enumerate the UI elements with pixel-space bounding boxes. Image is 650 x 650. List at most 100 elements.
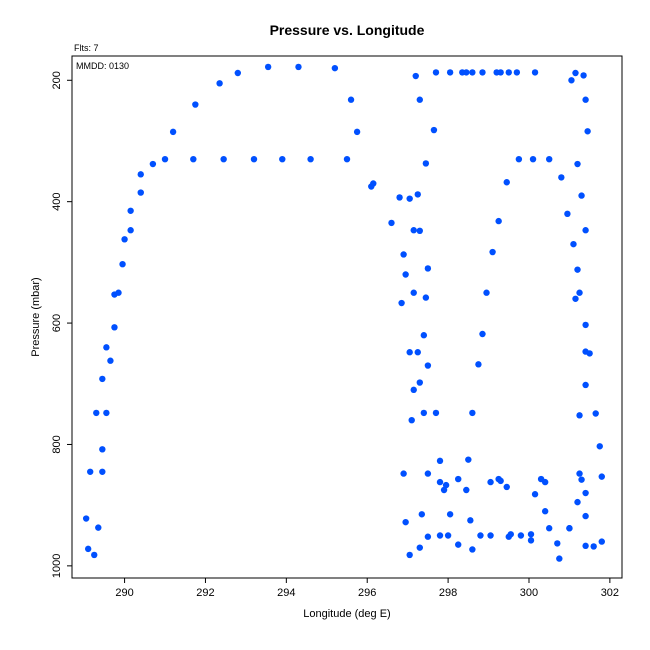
data-point: [507, 531, 514, 538]
data-point: [527, 537, 535, 544]
data-point: [576, 289, 583, 296]
data-point: [410, 289, 417, 296]
data-point: [420, 332, 428, 339]
data-point: [115, 289, 122, 296]
data-point: [469, 409, 476, 417]
data-point: [420, 409, 428, 417]
data-point: [576, 470, 583, 477]
data-point: [400, 470, 407, 477]
data-point: [556, 555, 563, 562]
x-tick-label: 290: [115, 587, 133, 599]
data-point: [91, 551, 98, 559]
y-tick-label: 800: [51, 435, 63, 453]
data-point: [416, 96, 423, 103]
data-point: [84, 545, 92, 553]
data-point: [582, 321, 589, 329]
data-point: [416, 227, 423, 235]
data-point: [495, 217, 502, 225]
y-tick-label: 200: [51, 71, 63, 89]
data-point: [582, 542, 589, 550]
data-point: [331, 64, 339, 72]
data-point: [127, 227, 134, 234]
data-point: [469, 69, 476, 76]
data-point: [169, 128, 177, 136]
data-point: [307, 155, 314, 163]
data-point: [137, 189, 144, 196]
data-point: [479, 330, 486, 338]
data-point: [250, 155, 258, 163]
data-points: [82, 63, 605, 562]
data-point: [220, 155, 227, 163]
data-point: [353, 128, 361, 136]
data-point: [111, 324, 118, 331]
data-point: [467, 517, 474, 524]
x-tick-label: 296: [358, 587, 376, 599]
data-point: [586, 350, 593, 357]
data-point: [436, 532, 444, 539]
data-point: [99, 468, 106, 475]
data-point: [574, 498, 581, 506]
data-point: [517, 532, 525, 539]
data-point: [430, 126, 438, 134]
data-point: [479, 69, 486, 76]
data-point: [412, 72, 419, 80]
data-point: [82, 515, 90, 522]
data-point: [455, 541, 462, 548]
data-point: [119, 260, 126, 268]
data-point: [127, 207, 134, 214]
data-point: [578, 476, 585, 483]
data-point: [582, 512, 589, 520]
data-point: [554, 540, 561, 547]
data-point: [216, 80, 223, 87]
y-axis: 200 400 600 800 1000: [51, 71, 72, 578]
data-point: [93, 409, 100, 417]
x-tick-label: 300: [520, 587, 538, 599]
x-tick-label: 294: [277, 587, 295, 599]
data-point: [410, 227, 417, 234]
data-point: [566, 525, 573, 532]
data-point: [503, 483, 510, 491]
data-point: [424, 362, 432, 369]
data-point: [402, 271, 409, 278]
data-point: [455, 475, 462, 483]
data-point: [487, 532, 494, 539]
data-point: [406, 551, 413, 559]
data-point: [497, 69, 504, 76]
data-point: [414, 191, 421, 198]
x-tick-label: 292: [196, 587, 214, 599]
data-point: [487, 478, 494, 486]
data-point: [416, 544, 423, 551]
y-tick-label: 400: [51, 192, 63, 210]
data-point: [103, 344, 110, 351]
data-point: [576, 412, 583, 419]
data-point: [410, 386, 417, 394]
data-point: [465, 456, 472, 463]
data-point: [264, 63, 272, 71]
data-point: [527, 531, 535, 538]
data-point: [414, 349, 421, 356]
data-point: [388, 219, 395, 227]
data-point: [541, 508, 549, 515]
data-point: [107, 357, 114, 364]
data-point: [432, 69, 440, 76]
data-point: [580, 72, 587, 79]
data-point: [475, 361, 482, 368]
data-point: [234, 69, 242, 77]
data-point: [442, 481, 450, 489]
data-point: [477, 532, 484, 539]
data-point: [422, 160, 430, 167]
data-point: [596, 443, 603, 450]
data-point: [584, 128, 591, 135]
data-point: [590, 543, 597, 550]
data-point: [582, 96, 589, 103]
data-point: [574, 266, 581, 273]
data-point: [400, 251, 407, 258]
data-point: [398, 299, 405, 307]
data-point: [578, 192, 585, 199]
data-point: [598, 538, 605, 545]
data-point: [161, 155, 169, 163]
data-point: [99, 446, 106, 453]
data-point: [86, 468, 94, 475]
date-annotation: MMDD: 0130: [76, 61, 129, 71]
